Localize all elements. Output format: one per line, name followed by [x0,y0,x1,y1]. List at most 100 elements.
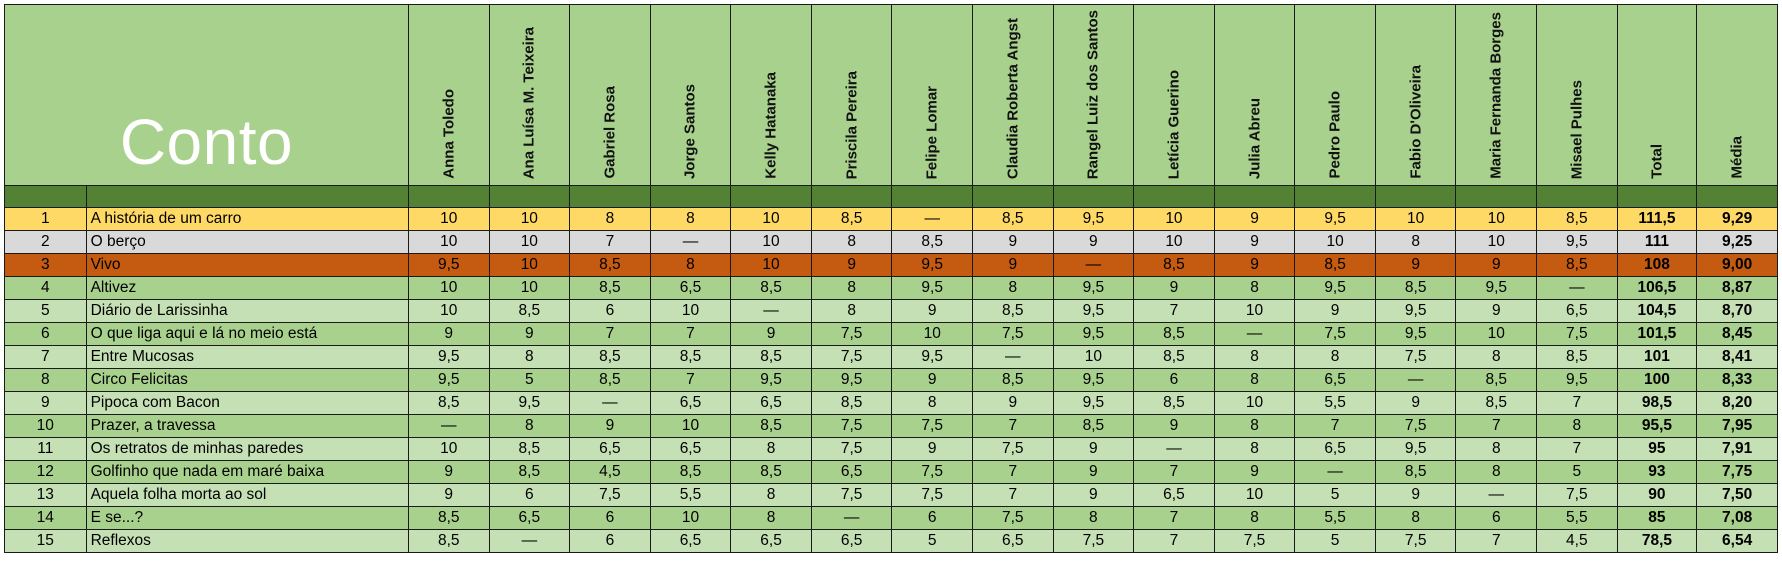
score-cell[interactable]: 6,5 [730,529,812,553]
rank-cell[interactable]: 15 [4,529,87,553]
score-cell[interactable]: 8 [649,207,732,231]
score-cell[interactable]: 7 [1133,299,1215,323]
story-title-cell[interactable]: O que liga aqui e lá no meio está [85,322,409,346]
media-cell[interactable]: 9,00 [1696,253,1778,277]
rank-cell[interactable]: 6 [4,322,87,346]
score-cell[interactable]: 8,5 [407,529,490,553]
media-cell[interactable]: 8,20 [1696,391,1778,415]
score-cell[interactable]: 10 [1455,322,1538,346]
score-cell[interactable]: — [1133,437,1215,461]
score-cell[interactable]: 9 [1374,391,1457,415]
score-cell[interactable]: 8 [1374,506,1457,530]
score-cell[interactable]: 9 [1052,483,1135,507]
score-cell[interactable]: 8 [1536,414,1618,438]
media-cell[interactable]: 8,41 [1696,345,1778,369]
score-cell[interactable]: 9,5 [1052,322,1135,346]
score-cell[interactable]: — [407,414,490,438]
score-cell[interactable]: 7,5 [1374,529,1457,553]
total-cell[interactable]: 78,5 [1616,529,1698,553]
score-cell[interactable]: 10 [407,276,490,300]
score-cell[interactable]: — [810,506,893,530]
table-row[interactable]: 4 Altivez 10 10 8,5 6,5 8,5 8 9,5 8 9,5 9 8 9,5 8,5 9,5… [4,276,1778,300]
media-cell[interactable]: 7,95 [1696,414,1778,438]
story-title-cell[interactable]: O berço [85,230,409,254]
score-cell[interactable]: 9,5 [1294,276,1376,300]
score-cell[interactable]: 7,5 [1374,345,1457,369]
score-cell[interactable]: 6,5 [649,529,732,553]
media-cell[interactable]: 9,29 [1696,207,1778,231]
score-cell[interactable]: 8,5 [1536,345,1618,369]
score-cell[interactable]: 7,5 [972,437,1054,461]
score-cell[interactable]: 6 [569,299,651,323]
score-cell[interactable]: 7 [1455,414,1538,438]
score-cell[interactable]: 7 [1133,506,1215,530]
score-cell[interactable]: 9,5 [407,345,490,369]
score-cell[interactable]: 6,5 [972,529,1054,553]
score-cell[interactable]: 5,5 [1536,506,1618,530]
score-cell[interactable]: 8,5 [1536,253,1618,277]
total-cell[interactable]: 85 [1616,506,1698,530]
score-cell[interactable]: 6,5 [1133,483,1215,507]
score-cell[interactable]: 7 [649,368,732,392]
score-cell[interactable]: — [1374,368,1457,392]
score-cell[interactable]: 7,5 [1294,322,1376,346]
score-cell[interactable]: 8 [810,299,893,323]
score-cell[interactable]: 9,5 [1052,368,1135,392]
score-cell[interactable]: 6,5 [1294,368,1376,392]
table-row[interactable]: 9 Pipoca com Bacon 8,5 9,5—6,5 6,5 8,5 8 9 9,5 8,… [4,391,1778,415]
score-cell[interactable]: 8 [569,207,651,231]
score-cell[interactable]: 8,5 [730,276,812,300]
score-cell[interactable]: 7,5 [1374,414,1457,438]
score-cell[interactable]: 5,5 [649,483,732,507]
judge-header[interactable]: Ana Luísa M. Teixeira [488,4,571,186]
score-cell[interactable]: 8,5 [488,437,571,461]
score-cell[interactable]: 6 [1133,368,1215,392]
score-cell[interactable]: 10 [730,230,812,254]
media-cell[interactable]: 8,45 [1696,322,1778,346]
score-cell[interactable]: 8 [810,230,893,254]
score-cell[interactable]: 9 [1213,460,1296,484]
media-header[interactable]: Média [1696,4,1778,186]
score-cell[interactable]: 10 [407,230,490,254]
total-cell[interactable]: 93 [1616,460,1698,484]
score-cell[interactable]: 7 [1294,414,1376,438]
score-cell[interactable]: 8,5 [730,460,812,484]
score-cell[interactable]: 8 [810,276,893,300]
score-cell[interactable]: 6 [569,529,651,553]
total-cell[interactable]: 98,5 [1616,391,1698,415]
score-cell[interactable]: 10 [1374,207,1457,231]
score-cell[interactable]: 9 [1374,253,1457,277]
score-cell[interactable]: 9 [1052,460,1135,484]
table-row[interactable]: 3 Vivo 9,5 10 8,5 8 10 9 9,5 9—8,5 9 8,5 9 9 8,5 108 9,0… [4,253,1778,277]
total-cell[interactable]: 100 [1616,368,1698,392]
score-cell[interactable]: 8 [1294,345,1376,369]
score-cell[interactable]: — [972,345,1054,369]
score-cell[interactable]: 9,5 [1052,391,1135,415]
score-cell[interactable]: 5,5 [1294,391,1376,415]
score-cell[interactable]: 7 [1455,529,1538,553]
score-cell[interactable]: 7 [649,322,732,346]
score-cell[interactable]: 9 [891,437,973,461]
score-cell[interactable]: 7 [569,322,651,346]
score-cell[interactable]: 7,5 [891,460,973,484]
score-cell[interactable]: 8 [1455,437,1538,461]
score-cell[interactable]: 8 [1213,345,1296,369]
table-row[interactable]: 14 E se...? 8,5 6,5 6 10 8—6 7,5 8 7 8 5,5 8 6 5,5 85 7,… [4,506,1778,530]
total-cell[interactable]: 95,5 [1616,414,1698,438]
score-cell[interactable]: 9,5 [1052,207,1135,231]
rank-cell[interactable]: 9 [4,391,87,415]
score-cell[interactable]: 8,5 [1536,207,1618,231]
rank-cell[interactable]: 4 [4,276,87,300]
score-cell[interactable]: 6,5 [810,460,893,484]
score-cell[interactable]: 7,5 [1052,529,1135,553]
score-cell[interactable]: 7,5 [1536,322,1618,346]
score-cell[interactable]: 9 [1213,230,1296,254]
media-cell[interactable]: 7,08 [1696,506,1778,530]
judge-header[interactable]: Priscila Pereira [810,4,893,186]
score-cell[interactable]: 10 [730,207,812,231]
total-cell[interactable]: 104,5 [1616,299,1698,323]
score-cell[interactable]: — [1213,322,1296,346]
